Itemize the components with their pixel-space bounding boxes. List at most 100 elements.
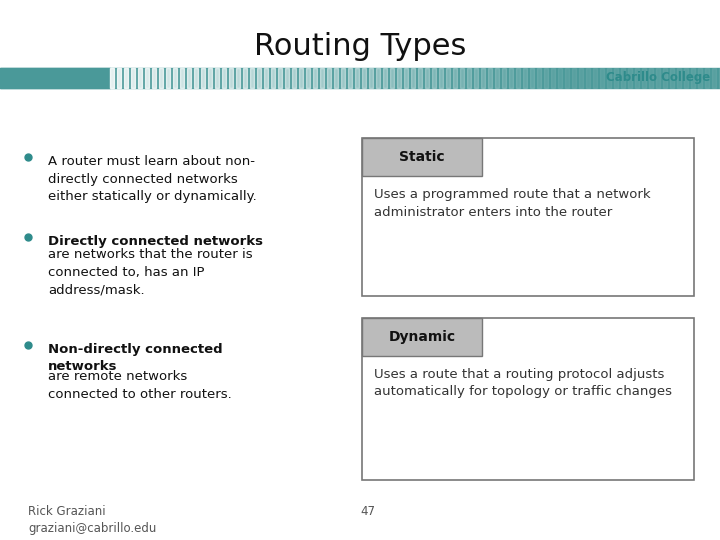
Text: Dynamic: Dynamic: [388, 330, 456, 344]
Bar: [341, 68, 344, 88]
Bar: [656, 68, 660, 88]
Bar: [229, 68, 233, 88]
Text: are networks that the router is
connected to, has an IP
address/mask.: are networks that the router is connecte…: [48, 248, 253, 296]
Bar: [551, 68, 554, 88]
Bar: [243, 68, 246, 88]
Bar: [166, 68, 169, 88]
Bar: [474, 68, 477, 88]
Bar: [250, 68, 253, 88]
Bar: [117, 68, 120, 88]
Bar: [292, 68, 295, 88]
Bar: [369, 68, 372, 88]
Bar: [607, 68, 611, 88]
Bar: [628, 68, 631, 88]
Bar: [523, 68, 526, 88]
Bar: [376, 68, 379, 88]
Bar: [453, 68, 456, 88]
Bar: [236, 68, 240, 88]
Bar: [320, 68, 323, 88]
Text: Uses a programmed route that a network
administrator enters into the router: Uses a programmed route that a network a…: [374, 188, 651, 219]
Bar: [348, 68, 351, 88]
Bar: [187, 68, 191, 88]
Bar: [593, 68, 596, 88]
Text: Uses a route that a routing protocol adjusts
automatically for topology or traff: Uses a route that a routing protocol adj…: [374, 368, 672, 399]
Bar: [355, 68, 359, 88]
Bar: [152, 68, 156, 88]
Bar: [446, 68, 449, 88]
Bar: [306, 68, 310, 88]
Bar: [313, 68, 317, 88]
Bar: [558, 68, 562, 88]
Bar: [600, 68, 603, 88]
Bar: [362, 138, 482, 176]
Bar: [145, 68, 148, 88]
Bar: [285, 68, 289, 88]
Bar: [516, 68, 520, 88]
Bar: [572, 68, 575, 88]
Bar: [173, 68, 176, 88]
Bar: [327, 68, 330, 88]
Bar: [271, 68, 274, 88]
Text: Directly connected networks: Directly connected networks: [48, 235, 263, 248]
Bar: [544, 68, 547, 88]
Bar: [110, 68, 114, 88]
Bar: [698, 68, 701, 88]
Bar: [488, 68, 492, 88]
Bar: [397, 68, 400, 88]
Bar: [404, 68, 408, 88]
Bar: [215, 68, 218, 88]
Bar: [299, 68, 302, 88]
Bar: [530, 68, 534, 88]
Bar: [460, 68, 464, 88]
Bar: [677, 68, 680, 88]
Bar: [180, 68, 184, 88]
Bar: [719, 68, 720, 88]
Text: Rick Graziani
graziani@cabrillo.edu: Rick Graziani graziani@cabrillo.edu: [28, 505, 156, 535]
Bar: [362, 318, 482, 356]
Bar: [649, 68, 652, 88]
Bar: [264, 68, 268, 88]
Text: 47: 47: [360, 505, 375, 518]
Bar: [670, 68, 673, 88]
Bar: [362, 138, 694, 296]
Bar: [425, 68, 428, 88]
Bar: [614, 68, 618, 88]
Bar: [159, 68, 163, 88]
Bar: [537, 68, 541, 88]
Bar: [383, 68, 387, 88]
Bar: [201, 68, 204, 88]
Bar: [390, 68, 394, 88]
Bar: [194, 68, 197, 88]
Text: Non-directly connected
networks: Non-directly connected networks: [48, 343, 222, 374]
Text: Routing Types: Routing Types: [254, 32, 466, 61]
Bar: [467, 68, 470, 88]
Bar: [0, 68, 110, 88]
Text: are remote networks
connected to other routers.: are remote networks connected to other r…: [48, 370, 232, 401]
Bar: [691, 68, 695, 88]
Bar: [138, 68, 142, 88]
Bar: [621, 68, 624, 88]
Bar: [439, 68, 443, 88]
Bar: [278, 68, 282, 88]
Bar: [705, 68, 708, 88]
Bar: [663, 68, 667, 88]
Bar: [586, 68, 590, 88]
Bar: [495, 68, 498, 88]
Bar: [222, 68, 225, 88]
Bar: [362, 68, 366, 88]
Bar: [411, 68, 415, 88]
Bar: [334, 68, 338, 88]
Bar: [481, 68, 485, 88]
Bar: [712, 68, 716, 88]
Bar: [635, 68, 639, 88]
Text: Static: Static: [399, 150, 445, 164]
Bar: [0, 68, 720, 88]
Bar: [124, 68, 127, 88]
Text: Cabrillo College: Cabrillo College: [606, 71, 710, 84]
Bar: [257, 68, 261, 88]
Bar: [684, 68, 688, 88]
Bar: [502, 68, 505, 88]
Text: A router must learn about non-
directly connected networks
either statically or : A router must learn about non- directly …: [48, 155, 257, 203]
Bar: [579, 68, 582, 88]
Bar: [432, 68, 436, 88]
